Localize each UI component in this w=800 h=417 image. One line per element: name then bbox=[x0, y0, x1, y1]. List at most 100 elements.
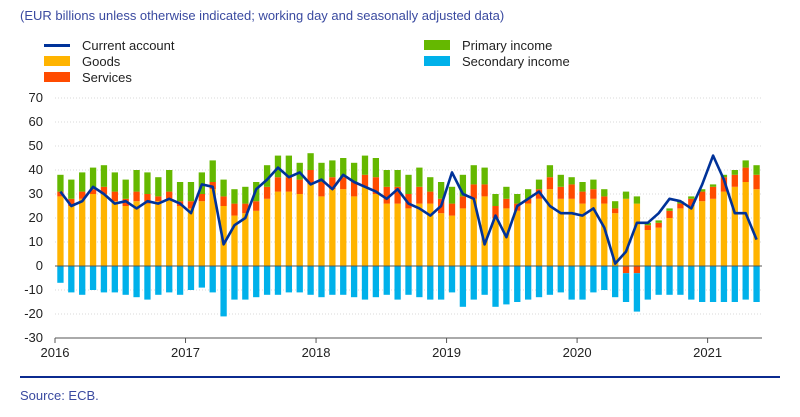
bar-goods bbox=[155, 201, 162, 266]
bar-primary bbox=[68, 179, 75, 199]
bar-services bbox=[350, 182, 358, 197]
bar-primary bbox=[579, 182, 586, 192]
bar-services bbox=[568, 184, 575, 199]
bar-services bbox=[296, 179, 303, 194]
bar-primary bbox=[492, 194, 499, 206]
bar-secondary bbox=[720, 266, 728, 302]
bar-goods bbox=[263, 198, 271, 266]
bar-services bbox=[285, 177, 293, 192]
bar-goods bbox=[655, 227, 662, 266]
bar-secondary bbox=[481, 266, 488, 295]
bar-primary bbox=[470, 165, 477, 185]
bar-primary bbox=[753, 165, 760, 175]
bar-secondary bbox=[220, 266, 227, 317]
bar-primary bbox=[557, 174, 564, 187]
bar-primary bbox=[514, 194, 521, 204]
bar-primary bbox=[720, 174, 728, 178]
bar-goods bbox=[89, 194, 97, 266]
bar-services bbox=[524, 198, 532, 204]
bar-goods bbox=[198, 201, 205, 266]
bar-secondary bbox=[296, 266, 303, 293]
bar-secondary bbox=[524, 266, 532, 300]
bar-primary bbox=[688, 196, 695, 199]
y-tick-label: -20 bbox=[24, 306, 43, 321]
bar-secondary bbox=[699, 266, 706, 302]
bar-secondary bbox=[274, 266, 282, 295]
bar-services bbox=[427, 191, 434, 204]
bar-primary bbox=[144, 172, 151, 194]
bar-goods bbox=[122, 206, 129, 266]
bar-goods bbox=[666, 218, 673, 266]
bar-secondary bbox=[57, 266, 64, 283]
bar-services bbox=[731, 174, 738, 187]
bar-primary bbox=[231, 189, 238, 204]
bar-services bbox=[144, 194, 151, 204]
bar-primary bbox=[709, 184, 717, 187]
bar-services bbox=[166, 191, 173, 199]
line-current-account bbox=[59, 154, 758, 265]
bar-secondary bbox=[361, 266, 369, 300]
bar-secondary bbox=[416, 266, 423, 298]
legend-swatch-current-account bbox=[44, 43, 70, 47]
bar-goods bbox=[448, 215, 456, 266]
bar-goods bbox=[166, 198, 173, 266]
bar-goods bbox=[372, 194, 380, 266]
bar-goods bbox=[329, 189, 336, 266]
bar-services bbox=[492, 206, 499, 218]
legend-item-primary-income: Primary income bbox=[424, 37, 570, 53]
bar-goods bbox=[100, 194, 108, 266]
y-tick-label: 50 bbox=[29, 138, 43, 153]
bar-secondary bbox=[187, 266, 195, 290]
bar-secondary bbox=[535, 266, 543, 298]
bar-secondary bbox=[89, 266, 97, 290]
bar-services bbox=[133, 191, 140, 202]
legend-swatch-services bbox=[44, 72, 70, 82]
bar-goods bbox=[699, 201, 706, 266]
bar-secondary bbox=[709, 266, 717, 302]
bar-services bbox=[57, 191, 64, 197]
legend-item-goods: Goods bbox=[44, 53, 175, 69]
bar-services bbox=[242, 203, 249, 214]
bar-services bbox=[699, 191, 706, 202]
bar-services bbox=[198, 194, 205, 202]
bar-primary bbox=[329, 160, 336, 178]
bar-services bbox=[470, 184, 477, 199]
bar-secondary bbox=[253, 266, 260, 298]
bar-services bbox=[187, 201, 195, 209]
legend-label-primary-income: Primary income bbox=[462, 37, 553, 53]
bar-goods bbox=[459, 208, 467, 266]
legend-left: Current account Goods Services bbox=[44, 37, 175, 85]
bar-goods bbox=[709, 198, 717, 266]
y-tick-label: 30 bbox=[29, 186, 43, 201]
bar-services bbox=[601, 196, 608, 204]
bar-secondary bbox=[644, 266, 651, 300]
y-tick-label: 40 bbox=[29, 162, 43, 177]
legend-swatch-primary-income bbox=[424, 40, 450, 50]
bar-secondary bbox=[176, 266, 184, 295]
bar-secondary bbox=[100, 266, 108, 293]
bar-services bbox=[535, 189, 543, 199]
bar-secondary bbox=[437, 266, 445, 300]
bar-goods bbox=[633, 203, 641, 266]
bar-secondary bbox=[111, 266, 118, 293]
bar-primary bbox=[361, 155, 369, 175]
bar-services bbox=[688, 198, 695, 206]
bar-services bbox=[459, 196, 467, 209]
bar-services bbox=[416, 186, 423, 204]
bar-secondary bbox=[742, 266, 749, 300]
bar-services bbox=[677, 203, 684, 209]
bar-primary bbox=[155, 177, 162, 197]
bar-services bbox=[448, 203, 456, 216]
x-tick-label: 2020 bbox=[563, 345, 592, 360]
bar-goods bbox=[677, 208, 684, 266]
y-tick-label: -10 bbox=[24, 282, 43, 297]
bar-goods bbox=[612, 213, 619, 266]
bar-primary bbox=[666, 208, 673, 211]
bar-primary bbox=[209, 160, 216, 182]
bar-services bbox=[503, 198, 510, 209]
y-tick-label: 60 bbox=[29, 114, 43, 129]
bar-primary bbox=[459, 174, 467, 197]
bar-services bbox=[405, 194, 412, 209]
x-tick-label: 2019 bbox=[432, 345, 461, 360]
bar-goods bbox=[57, 196, 64, 266]
